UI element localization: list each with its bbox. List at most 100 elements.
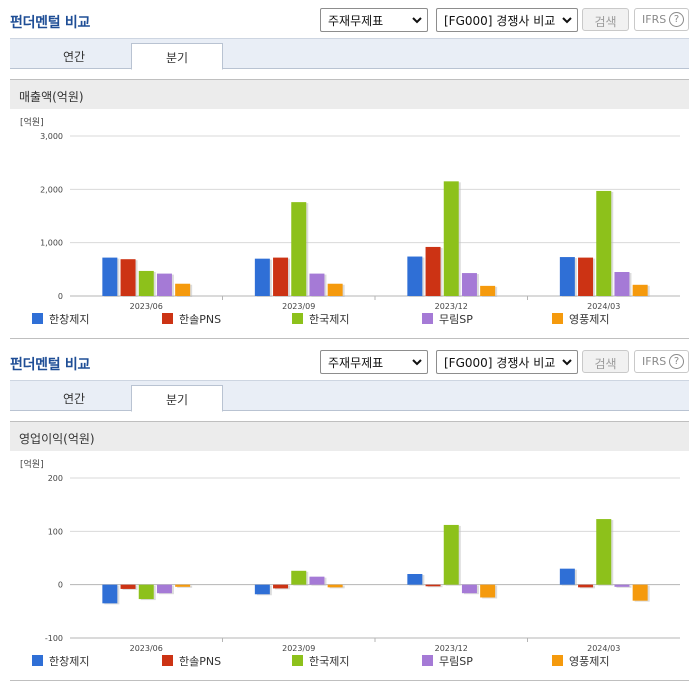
ifrs-help-button[interactable]: IFRS ? bbox=[634, 8, 689, 31]
tab-quarterly[interactable]: 분기 bbox=[131, 385, 223, 412]
bar-무림SP bbox=[309, 576, 325, 585]
bar-무림SP bbox=[156, 273, 172, 296]
chevron-down-icon bbox=[562, 359, 572, 366]
legend-label: 무림SP bbox=[439, 313, 473, 326]
x-tick-label: 2023/06 bbox=[130, 302, 163, 311]
legend-swatch bbox=[292, 655, 303, 666]
bar-영풍제지 bbox=[480, 285, 496, 296]
search-button[interactable]: 검색 bbox=[582, 8, 629, 31]
section-header: 영업이익(억원) bbox=[10, 421, 689, 451]
statement-select[interactable]: 주재무제표 bbox=[320, 8, 428, 32]
help-circle-icon: ? bbox=[669, 12, 684, 27]
operating-profit-bar-chart: [억원] -100 0 100 200 2023/06 2023/09 2023/12 2024… bbox=[20, 458, 680, 668]
x-tick-label: 2023/12 bbox=[435, 644, 468, 653]
x-tick-label: 2024/03 bbox=[587, 302, 620, 311]
bar-무림SP bbox=[461, 584, 477, 594]
legend-label: 한솔PNS bbox=[179, 655, 221, 668]
unit-label: [억원] bbox=[20, 116, 44, 128]
legend-label: 한솔PNS bbox=[179, 313, 221, 326]
y-tick-label: 2,000 bbox=[40, 185, 63, 194]
sales-bar-chart: [억원] 0 1,000 2,000 3,000 2023/06 2023/09 2023/1… bbox=[20, 116, 680, 326]
compare-select[interactable]: [FG000] 경쟁사 비교 bbox=[436, 8, 578, 32]
y-tick-label: 0 bbox=[58, 292, 63, 301]
bar-한창제지 bbox=[254, 584, 270, 595]
bar-영풍제지 bbox=[632, 284, 648, 296]
help-circle-icon: ? bbox=[669, 354, 684, 369]
period-tabs: 연간 분기 bbox=[10, 38, 689, 70]
operating-profit-chart-area: [억원] -100 0 100 200 2023/06 2023/09 2023/12 2024… bbox=[10, 451, 689, 681]
bar-영풍제지 bbox=[480, 584, 496, 598]
bar-한솔PNS bbox=[578, 584, 594, 588]
bar-한국제지 bbox=[138, 584, 154, 600]
bar-shadow bbox=[427, 585, 443, 588]
bar-영풍제지 bbox=[175, 584, 191, 587]
statement-select-value: 주재무제표 bbox=[328, 14, 384, 28]
bar-한국제지 bbox=[443, 181, 459, 296]
statement-select-value: 주재무제표 bbox=[328, 356, 384, 370]
ifrs-help-button[interactable]: IFRS ? bbox=[634, 350, 689, 373]
bar-한국제지 bbox=[138, 270, 154, 296]
compare-select[interactable]: [FG000] 경쟁사 비교 bbox=[436, 350, 578, 374]
bar-무림SP bbox=[461, 273, 477, 296]
bar-한국제지 bbox=[596, 190, 612, 296]
x-tick-label: 2024/03 bbox=[587, 644, 620, 653]
x-tick-label: 2023/12 bbox=[435, 302, 468, 311]
ifrs-label: IFRS bbox=[642, 355, 667, 368]
ifrs-label: IFRS bbox=[642, 13, 667, 26]
chevron-down-icon bbox=[412, 17, 422, 24]
bar-한창제지 bbox=[102, 584, 118, 604]
compare-select-value: [FG000] 경쟁사 비교 bbox=[444, 356, 556, 370]
chevron-down-icon bbox=[562, 17, 572, 24]
legend-label: 한창제지 bbox=[49, 655, 89, 668]
bar-한창제지 bbox=[407, 256, 423, 296]
tab-quarterly[interactable]: 분기 bbox=[131, 43, 223, 70]
bar-한창제지 bbox=[407, 574, 423, 585]
bar-한창제지 bbox=[254, 258, 270, 296]
compare-select-value: [FG000] 경쟁사 비교 bbox=[444, 14, 556, 28]
bar-한솔PNS bbox=[273, 584, 289, 589]
bar-한창제지 bbox=[559, 568, 575, 585]
y-tick-label: 0 bbox=[58, 581, 63, 590]
bar-무림SP bbox=[614, 272, 630, 296]
statement-select[interactable]: 주재무제표 bbox=[320, 350, 428, 374]
bar-한국제지 bbox=[596, 519, 612, 585]
legend-label: 한국제지 bbox=[309, 313, 349, 326]
sales-chart-area: [억원] 0 1,000 2,000 3,000 2023/06 2023/09 2023/1… bbox=[10, 109, 689, 339]
legend-swatch bbox=[552, 655, 563, 666]
legend-swatch bbox=[162, 313, 173, 324]
fundamental-panel-sales: 펀더멘털 비교 주재무제표 [FG000] 경쟁사 비교 검색 IFRS ? 연… bbox=[0, 0, 696, 339]
fundamental-panel-operating-profit: 펀더멘털 비교 주재무제표 [FG000] 경쟁사 비교 검색 IFRS ? 연… bbox=[0, 342, 696, 684]
panel-header: 펀더멘털 비교 주재무제표 [FG000] 경쟁사 비교 검색 IFRS ? bbox=[0, 0, 696, 36]
bar-한창제지 bbox=[559, 257, 575, 296]
y-tick-label: 1,000 bbox=[40, 239, 63, 248]
legend-swatch bbox=[32, 655, 43, 666]
section-title: 영업이익(억원) bbox=[19, 432, 95, 446]
bar-한국제지 bbox=[291, 202, 307, 296]
legend-label: 영풍제지 bbox=[569, 313, 609, 326]
panel-title: 펀더멘털 비교 bbox=[10, 15, 91, 31]
bar-한솔PNS bbox=[578, 257, 594, 296]
x-tick-label: 2023/09 bbox=[282, 302, 315, 311]
legend-label: 한국제지 bbox=[309, 655, 349, 668]
bar-한창제지 bbox=[102, 257, 118, 296]
bar-한솔PNS bbox=[273, 257, 289, 296]
bar-한국제지 bbox=[443, 524, 459, 585]
x-tick-label: 2023/06 bbox=[130, 644, 163, 653]
bar-영풍제지 bbox=[327, 283, 343, 296]
legend-swatch bbox=[32, 313, 43, 324]
bar-한솔PNS bbox=[120, 584, 136, 589]
tab-annual[interactable]: 연간 bbox=[62, 50, 86, 64]
tab-annual[interactable]: 연간 bbox=[62, 392, 86, 406]
bar-무림SP bbox=[614, 584, 630, 587]
unit-label: [억원] bbox=[20, 458, 44, 470]
panel-title: 펀더멘털 비교 bbox=[10, 357, 91, 373]
panel-header: 펀더멘털 비교 주재무제표 [FG000] 경쟁사 비교 검색 IFRS ? bbox=[0, 342, 696, 378]
y-tick-label: 100 bbox=[48, 527, 63, 536]
legend-swatch bbox=[422, 655, 433, 666]
legend-swatch bbox=[422, 313, 433, 324]
bar-영풍제지 bbox=[175, 283, 191, 296]
period-tabs: 연간 분기 bbox=[10, 380, 689, 412]
legend-swatch bbox=[292, 313, 303, 324]
search-button[interactable]: 검색 bbox=[582, 350, 629, 373]
bar-한국제지 bbox=[291, 570, 307, 585]
